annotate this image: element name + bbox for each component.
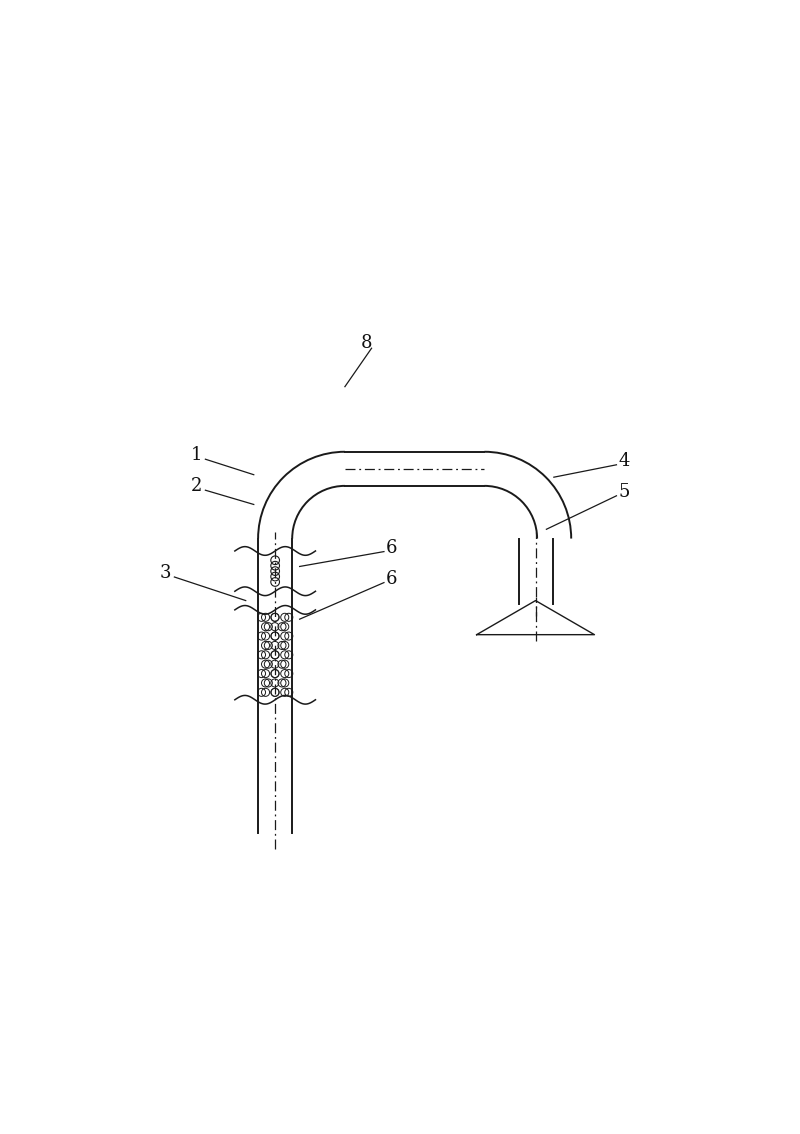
Text: 4: 4 (618, 452, 630, 471)
Text: 2: 2 (190, 477, 202, 494)
Text: 8: 8 (361, 335, 372, 353)
Text: 6: 6 (386, 570, 397, 587)
Text: 3: 3 (159, 564, 171, 582)
Text: 6: 6 (386, 539, 397, 557)
Text: 5: 5 (618, 483, 630, 501)
Text: 1: 1 (190, 446, 202, 464)
